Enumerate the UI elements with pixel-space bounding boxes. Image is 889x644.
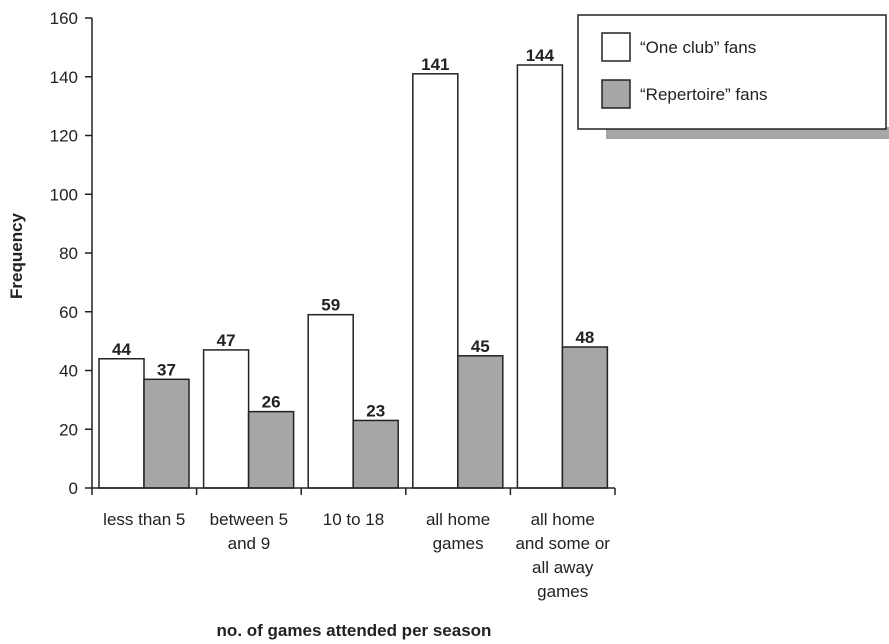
x-tick-label-cat3: all home games xyxy=(426,510,490,553)
y-tick-label: 120 xyxy=(50,127,78,146)
axes-group: 0 20 40 60 80 100 120 140 160 less than 5 between … xyxy=(50,9,616,601)
y-tick-label: 40 xyxy=(59,362,78,381)
y-tick-label: 100 xyxy=(50,185,78,204)
data-label-series1-cat0: 37 xyxy=(157,360,176,379)
y-tick-label: 140 xyxy=(50,68,78,87)
bar-series1-cat4 xyxy=(561,346,609,489)
y-axis-title: Frequency xyxy=(7,212,26,299)
x-axis-title: no. of games attended per season xyxy=(217,621,492,640)
bar-series1-cat1 xyxy=(247,410,295,489)
y-tick-label: 20 xyxy=(59,420,78,439)
data-label-series0-cat3: 141 xyxy=(421,55,449,74)
x-tick-label-cat4: all home and some or all away games xyxy=(515,510,610,601)
legend-label-one-club: “One club” fans xyxy=(640,38,756,57)
x-tick-label-cat1: between 5 and 9 xyxy=(210,510,288,553)
bar-series0-cat2 xyxy=(307,313,354,489)
legend-swatch-repertoire xyxy=(601,79,631,109)
legend-box xyxy=(577,14,887,130)
legend-swatch-one-club xyxy=(601,32,631,62)
x-tick-label-cat0: less than 5 xyxy=(103,510,185,529)
data-label-series0-cat4: 144 xyxy=(526,46,555,65)
data-label-series1-cat4: 48 xyxy=(575,328,594,347)
bar-series1-cat3 xyxy=(457,355,504,489)
y-tick-label: 80 xyxy=(59,244,78,263)
data-label-series1-cat3: 45 xyxy=(471,337,490,356)
legend-label-repertoire: “Repertoire” fans xyxy=(640,85,768,104)
y-tick-label: 160 xyxy=(50,9,78,28)
data-label-series1-cat2: 23 xyxy=(366,401,385,420)
y-tick-label: 0 xyxy=(69,479,78,498)
x-tick-label-cat2: 10 to 18 xyxy=(323,510,384,529)
y-tick-label: 60 xyxy=(59,303,78,322)
data-label-series0-cat0: 44 xyxy=(112,340,131,359)
data-label-series1-cat1: 26 xyxy=(262,393,281,412)
bar-series1-cat2 xyxy=(352,419,399,489)
bar-series0-cat3 xyxy=(412,73,459,489)
bar-series0-cat1 xyxy=(202,349,250,489)
data-label-series0-cat1: 47 xyxy=(217,331,236,350)
legend-shadow xyxy=(606,127,889,139)
bar-series0-cat4 xyxy=(516,64,564,489)
bar-series1-cat0 xyxy=(143,378,190,489)
data-labels-group: 44 37 47 26 59 23 141 45 144 48 xyxy=(112,46,594,420)
data-label-series0-cat2: 59 xyxy=(321,296,340,315)
legend: “One club” fans “Repertoire” fans xyxy=(577,14,889,139)
bars-group xyxy=(98,64,609,489)
bar-series0-cat0 xyxy=(98,358,145,489)
